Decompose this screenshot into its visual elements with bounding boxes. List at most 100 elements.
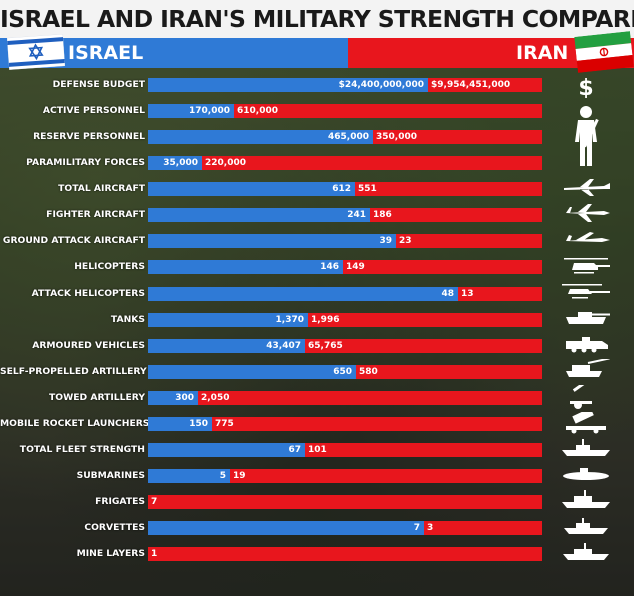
comparison-row: 1: [148, 547, 542, 561]
iran-bar: [370, 208, 542, 222]
iran-bar: [308, 313, 542, 327]
iran-value-label: 23: [399, 236, 412, 246]
comparison-row: 650 580: [148, 365, 542, 379]
iran-label: IRAN: [516, 42, 569, 64]
comparison-row: 170,000 610,000: [148, 104, 542, 118]
israel-value-label: 7: [413, 523, 420, 533]
israel-bar: [148, 287, 458, 301]
row-label: CORVETTES: [84, 522, 145, 533]
iran-bar: [343, 260, 542, 274]
iran-value-label: 580: [359, 367, 378, 377]
iran-bar: [356, 365, 542, 379]
israel-bar: [148, 156, 202, 170]
israel-bar: [148, 521, 424, 535]
comparison-row: 465,000 350,000: [148, 130, 542, 144]
comparison-row: 67 101: [148, 443, 542, 457]
comparison-row: 300 2,050: [148, 391, 542, 405]
iran-bar: [355, 182, 542, 196]
attack-jet-icon: [560, 229, 612, 249]
helicopter-icon: [560, 255, 612, 275]
israel-bar: [148, 260, 343, 274]
fighter-jet-icon: [560, 203, 612, 223]
israel-value-label: $24,400,000,000: [338, 80, 424, 90]
israel-bar: [148, 104, 234, 118]
transport-plane-icon: [560, 177, 612, 197]
iran-value-label: 220,000: [205, 158, 246, 168]
towed-artillery-icon: [560, 385, 612, 411]
row-label: HELICOPTERS: [74, 261, 145, 272]
comparison-row: 48 13: [148, 287, 542, 301]
frigate-icon: [560, 489, 612, 509]
israel-bar: [148, 313, 308, 327]
israel-value-label: 612: [332, 184, 351, 194]
iran-bar: [373, 130, 542, 144]
row-label: RESERVE PERSONNEL: [33, 131, 145, 142]
israel-bar: [148, 417, 212, 431]
iran-value-label: 13: [461, 289, 474, 299]
svg-text:$: $: [578, 76, 593, 98]
submarine-icon: [560, 463, 612, 483]
row-label: PARAMILITARY FORCES: [26, 157, 145, 168]
iran-bar: [202, 156, 542, 170]
iran-bar: [424, 521, 542, 535]
self-propelled-gun-icon: [560, 359, 612, 379]
iran-value-label: 551: [358, 184, 377, 194]
israel-bar: [148, 391, 198, 405]
row-label: MINE LAYERS: [76, 548, 145, 559]
iran-value-label: 3: [427, 523, 434, 533]
iran-value-label: 65,765: [308, 341, 343, 351]
iran-value-label: 2,050: [201, 393, 230, 403]
iran-bar: [458, 287, 542, 301]
israel-bar: [148, 78, 428, 92]
comparison-row: 1,370 1,996: [148, 313, 542, 327]
row-label: TANKS: [110, 314, 145, 325]
israel-bar: [148, 182, 355, 196]
israel-value-label: 241: [347, 210, 366, 220]
comparison-row: 35,000 220,000: [148, 156, 542, 170]
iran-bar: [234, 104, 542, 118]
israel-bar: [148, 469, 230, 483]
row-label: TOTAL AIRCRAFT: [58, 183, 145, 194]
row-label: SELF-PROPELLED ARTILLERY: [0, 366, 147, 377]
page-title: ISRAEL AND IRAN'S MILITARY STRENGTH COMP…: [0, 0, 634, 38]
row-label: ATTACK HELICOPTERS: [31, 288, 145, 299]
row-label: TOTAL FLEET STRENGTH: [19, 444, 145, 455]
israel-value-label: 39: [379, 236, 392, 246]
comparison-row: 150 775: [148, 417, 542, 431]
israel-value-label: 300: [175, 393, 194, 403]
israel-value-label: 35,000: [163, 158, 198, 168]
iran-bar: [198, 391, 542, 405]
iran-value-label: 19: [233, 471, 246, 481]
israel-value-label: 43,407: [266, 341, 301, 351]
israel-bar: [148, 443, 305, 457]
israel-value-label: 150: [189, 419, 208, 429]
israel-bar: [148, 234, 396, 248]
attack-helicopter-icon: [560, 281, 612, 301]
israel-bar: [148, 208, 370, 222]
row-label: SUBMARINES: [76, 470, 145, 481]
iran-flag-icon: [574, 31, 634, 73]
iran-value-label: 186: [373, 210, 392, 220]
row-label: ARMOURED VEHICLES: [32, 340, 145, 351]
iran-bar: [212, 417, 542, 431]
comparison-row: 7: [148, 495, 542, 509]
iran-value-label: 149: [346, 262, 365, 272]
corvette-icon: [560, 515, 612, 535]
row-label: FRIGATES: [95, 496, 145, 507]
mine-layer-icon: [560, 541, 612, 561]
iran-value-label: 350,000: [376, 132, 417, 142]
iran-bar: [148, 547, 542, 561]
comparison-row: $24,400,000,000 $9,954,451,000: [148, 78, 542, 92]
comparison-row: 241 186: [148, 208, 542, 222]
iran-value-label: 101: [308, 445, 327, 455]
iran-bar: [230, 469, 542, 483]
iran-value-label: 775: [215, 419, 234, 429]
israel-value-label: 465,000: [328, 132, 369, 142]
dollar-icon: $: [560, 76, 612, 98]
israel-value-label: 5: [219, 471, 226, 481]
israel-bar: [148, 130, 373, 144]
israel-label: ISRAEL: [68, 42, 144, 64]
israel-value-label: 67: [288, 445, 301, 455]
iran-bar: [396, 234, 542, 248]
